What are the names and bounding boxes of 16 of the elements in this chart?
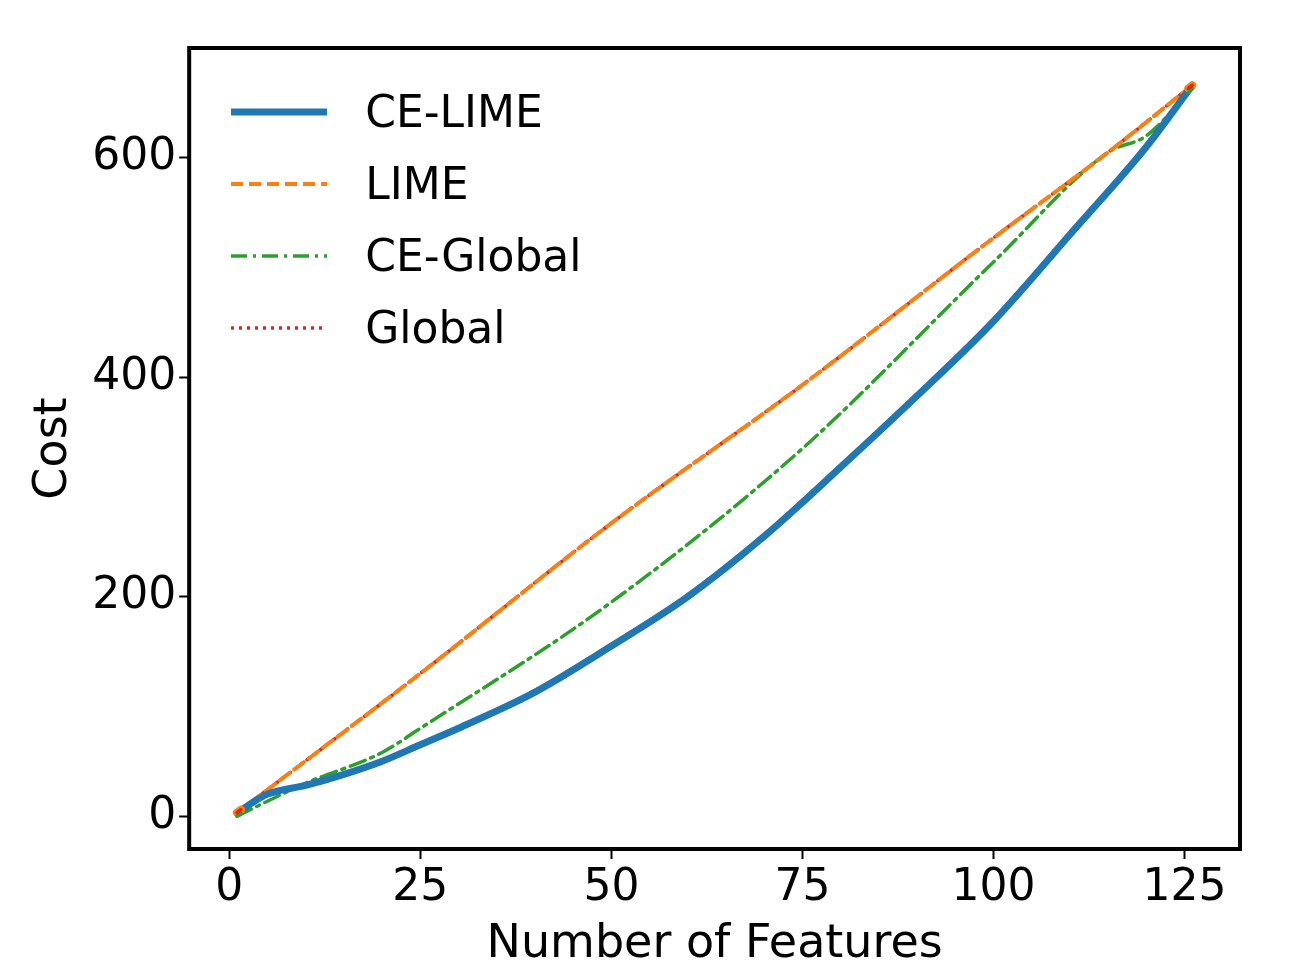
legend-label: CE-LIME: [365, 85, 543, 139]
y-tick-label: 200: [92, 567, 177, 619]
x-tick-label: 125: [1142, 858, 1227, 910]
x-tick-label: 75: [774, 858, 831, 910]
x-axis-title: Number of Features: [486, 914, 943, 969]
x-tick-label: 100: [951, 858, 1036, 910]
x-tick-label: 50: [583, 858, 640, 910]
y-axis-title: Cost: [22, 397, 77, 500]
y-tick-label: 600: [92, 128, 177, 180]
x-tick-label: 25: [392, 858, 449, 910]
y-tick-label: 0: [148, 786, 177, 838]
legend-label: CE-Global: [365, 229, 582, 283]
legend-label: Global: [365, 301, 506, 355]
x-tick-label: 0: [215, 858, 244, 910]
y-tick-label: 400: [92, 347, 177, 399]
legend-label: LIME: [365, 157, 469, 211]
